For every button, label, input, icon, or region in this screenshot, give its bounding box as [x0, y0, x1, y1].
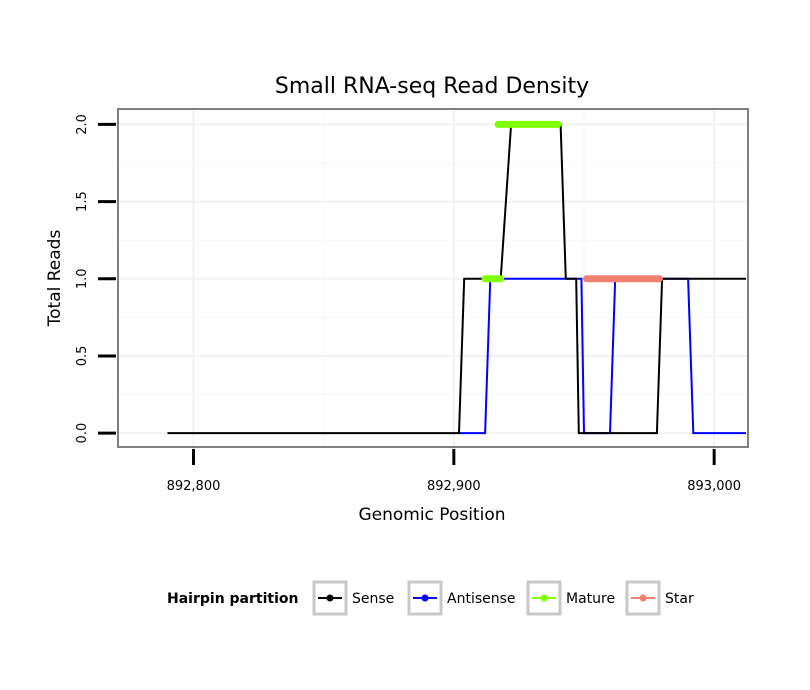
chart-title: Small RNA-seq Read Density: [275, 74, 589, 99]
plot-area: [117, 108, 749, 448]
y-tick-label: 0.5: [75, 346, 90, 367]
x-tick-label: 893,000: [687, 479, 741, 494]
legend-label-sense: Sense: [352, 591, 394, 607]
legend-point-star: [639, 594, 647, 602]
x-tick-label: 892,800: [167, 479, 221, 494]
legend-point-mature: [540, 594, 548, 602]
y-axis-label: Total Reads: [45, 230, 65, 328]
legend-point-sense: [326, 594, 334, 602]
legend: Hairpin partition Sense Antisense Mature St…: [167, 580, 694, 616]
y-tick-label: 1.0: [75, 268, 90, 289]
legend-point-antisense: [421, 594, 429, 602]
x-tick-label: 892,900: [427, 479, 481, 494]
y-tick-label: 1.5: [75, 191, 90, 212]
plot-border: [117, 108, 749, 448]
legend-title: Hairpin partition: [167, 591, 298, 607]
legend-label-mature: Mature: [566, 591, 615, 607]
legend-label-antisense: Antisense: [447, 591, 516, 607]
series-line-sense: [167, 123, 746, 435]
legend-label-star: Star: [665, 591, 694, 607]
y-tick-label: 0.0: [75, 423, 90, 444]
x-axis: 892,800 892,900 893,000: [167, 449, 741, 494]
x-axis-label: Genomic Position: [358, 505, 505, 525]
y-axis: 0.0 0.5 1.0 1.5 2.0: [75, 114, 116, 443]
y-tick-label: 2.0: [75, 114, 90, 135]
series-layer: [167, 120, 746, 435]
